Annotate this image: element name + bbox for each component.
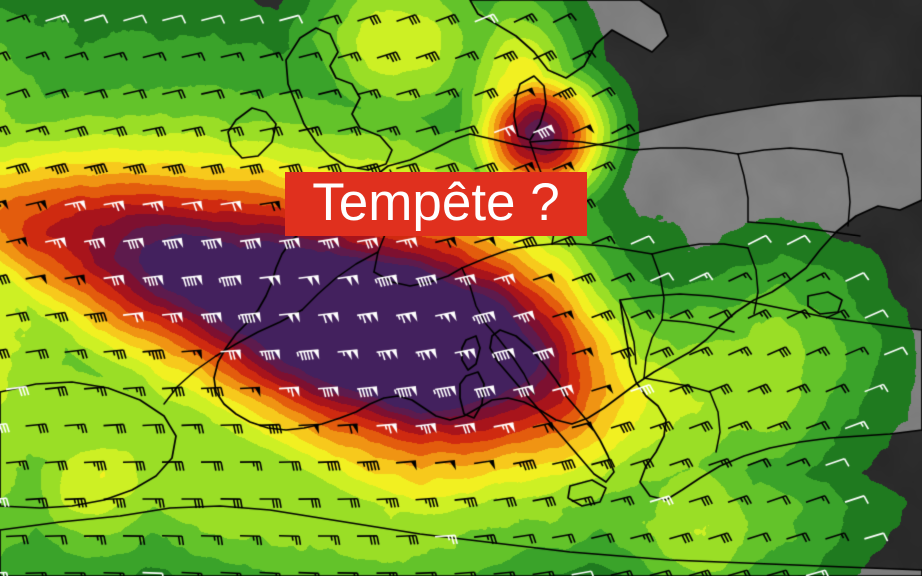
storm-alert-banner: Tempête ? (285, 172, 587, 236)
storm-alert-banner-text: Tempête ? (312, 172, 560, 232)
